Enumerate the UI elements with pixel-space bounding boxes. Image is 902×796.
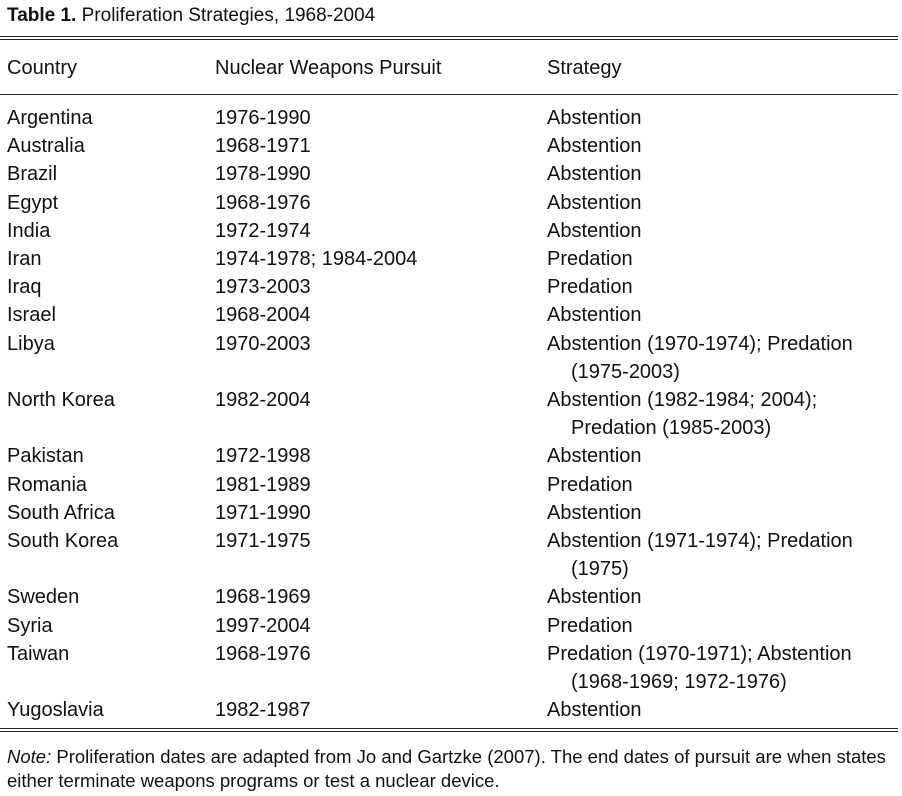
header-country: Country [7,57,78,79]
cell-strategy: Abstention [547,104,892,132]
cell-strategy: Predation [547,273,892,301]
cell-country: Libya [7,332,55,355]
cell-pursuit: 1971-1975 [215,530,311,552]
cell-strategy: Abstention [547,442,892,470]
note-label: Note: [7,746,52,767]
cell-strategy: Abstention (1982-1984; 2004); Predation (… [547,386,892,442]
cell-country: Brazil [7,163,58,186]
strategy-line: Predation [547,248,633,270]
strategy-line: Abstention [547,163,642,186]
cell-country: Argentina [7,107,93,129]
note-text: Proliferation dates are adapted from Jo … [7,746,886,791]
cell-country: Pakistan [7,445,84,468]
bottom-double-rule [0,728,898,732]
cell-country: Australia [7,135,85,158]
header-strategy: Strategy [547,57,622,79]
cell-pursuit: 1968-1969 [215,586,311,609]
table-caption-label: Table 1. [7,5,77,26]
strategy-line: Abstention [547,304,642,327]
cell-strategy: Abstention [547,583,892,611]
strategy-line: Predation [547,276,633,299]
cell-country: Iran [7,248,42,270]
cell-pursuit: 1968-2004 [215,304,311,327]
top-double-rule [0,36,898,40]
cell-country: Syria [7,614,53,637]
cell-strategy: Abstention [547,696,892,724]
cell-strategy: Abstention [547,132,892,160]
cell-pursuit: 1968-1976 [215,191,311,214]
strategy-line: (1968-1969; 1972-1976) [571,671,787,693]
strategy-line: Abstention [547,219,642,242]
cell-pursuit: 1968-1971 [215,135,311,158]
strategy-line: Abstention [547,107,642,129]
cell-country: South Korea [7,530,119,552]
cell-country: South Africa [7,501,115,524]
cell-strategy: Abstention [547,189,892,217]
strategy-line: (1975-2003) [571,360,680,383]
cell-country: India [7,219,51,242]
strategy-line: Predation (1970-1971); Abstention [547,642,852,665]
cell-pursuit: 1973-2003 [215,276,311,299]
cell-pursuit: 1982-1987 [215,699,311,722]
table-caption: Table 1. Proliferation Strategies, 1968-… [7,4,375,28]
cell-country: Iraq [7,276,42,299]
strategy-line: Abstention (1982-1984; 2004); [547,389,818,411]
strategy-line: (1975) [571,558,629,581]
cell-strategy: Predation (1970-1971); Abstention (1968-1… [547,640,892,696]
cell-country: Israel [7,304,56,327]
cell-strategy: Abstention [547,301,892,329]
cell-strategy: Predation [547,612,892,640]
header-rule [0,94,898,95]
cell-pursuit: 1976-1990 [215,107,311,129]
cell-strategy: Predation [547,471,892,499]
cell-country: Taiwan [7,642,70,665]
strategy-line: Abstention (1971-1974); Predation [547,530,853,552]
strategy-line: Abstention [547,699,642,722]
cell-pursuit: 1974-1978; 1984-2004 [215,248,418,270]
strategy-line: Predation [547,614,633,637]
cell-strategy: Predation [547,245,892,273]
strategy-line: Abstention [547,586,642,609]
cell-strategy: Abstention (1970-1974); Predation (1975-2… [547,330,892,386]
cell-pursuit: 1997-2004 [215,614,311,637]
table-caption-title: Proliferation Strategies, 1968-2004 [81,5,376,26]
cell-pursuit: 1972-1998 [215,445,311,468]
cell-strategy: Abstention [547,217,892,245]
cell-country: North Korea [7,389,115,411]
strategy-line: Abstention [547,501,642,524]
cell-strategy: Abstention [547,160,892,188]
cell-pursuit: 1981-1989 [215,473,311,496]
strategy-line: Abstention [547,191,642,214]
strategy-line: Abstention [547,445,642,468]
strategy-line: Abstention [547,135,642,158]
table-note: Note: Proliferation dates are adapted fr… [7,745,892,793]
header-pursuit: Nuclear Weapons Pursuit [215,57,442,79]
cell-country: Romania [7,473,88,496]
cell-pursuit: 1971-1990 [215,501,311,524]
cell-pursuit: 1970-2003 [215,332,311,355]
cell-country: Egypt [7,191,59,214]
strategy-line: Predation [547,473,633,496]
strategy-line: Predation (1985-2003) [571,417,772,440]
cell-country: Sweden [7,586,80,609]
cell-pursuit: 1978-1990 [215,163,311,186]
cell-country: Yugoslavia [7,699,104,722]
cell-pursuit: 1972-1974 [215,219,311,242]
strategy-line: Abstention (1970-1974); Predation [547,332,853,355]
cell-pursuit: 1982-2004 [215,389,311,411]
cell-strategy: Abstention (1971-1974); Predation (1975) [547,527,892,583]
cell-pursuit: 1968-1976 [215,642,311,665]
cell-strategy: Abstention [547,499,892,527]
